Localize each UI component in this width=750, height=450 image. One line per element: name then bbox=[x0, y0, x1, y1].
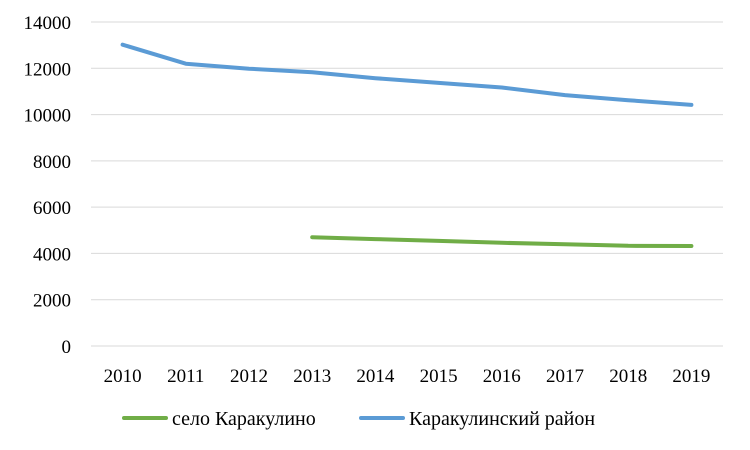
series-lines bbox=[120, 42, 694, 248]
x-tick-label: 2014 bbox=[356, 366, 395, 387]
x-tick-label: 2011 bbox=[167, 366, 204, 387]
legend: село Каракулино Каракулинский район bbox=[122, 408, 595, 430]
x-tick-label: 2016 bbox=[483, 366, 521, 387]
legend-label: село Каракулино bbox=[172, 408, 316, 430]
series-line-1 bbox=[120, 42, 694, 107]
x-tick-label: 2019 bbox=[672, 366, 710, 387]
y-tick-label: 2000 bbox=[33, 291, 71, 312]
series-line-0 bbox=[310, 235, 694, 248]
y-tick-label: 10000 bbox=[24, 106, 72, 127]
y-axis-tick-labels: 0 2000 4000 6000 8000 10000 12000 14000 bbox=[24, 13, 72, 358]
y-tick-label: 6000 bbox=[33, 198, 71, 219]
gridlines bbox=[91, 21, 723, 301]
y-tick-label: 12000 bbox=[24, 59, 72, 80]
x-tick-label: 2013 bbox=[293, 366, 331, 387]
x-tick-label: 2018 bbox=[609, 366, 647, 387]
x-axis-tick-labels: 2010 2011 2012 2013 2014 2015 2016 2017 2018 2019 bbox=[104, 366, 711, 387]
y-tick-label: 0 bbox=[62, 337, 72, 358]
y-tick-label: 8000 bbox=[33, 152, 71, 173]
x-tick-label: 2015 bbox=[420, 366, 458, 387]
y-tick-label: 4000 bbox=[33, 244, 71, 265]
x-tick-label: 2012 bbox=[230, 366, 268, 387]
x-tick-label: 2010 bbox=[104, 366, 142, 387]
legend-label: Каракулинский район bbox=[409, 408, 595, 430]
y-tick-label: 14000 bbox=[24, 13, 72, 34]
x-tick-label: 2017 bbox=[546, 366, 584, 387]
